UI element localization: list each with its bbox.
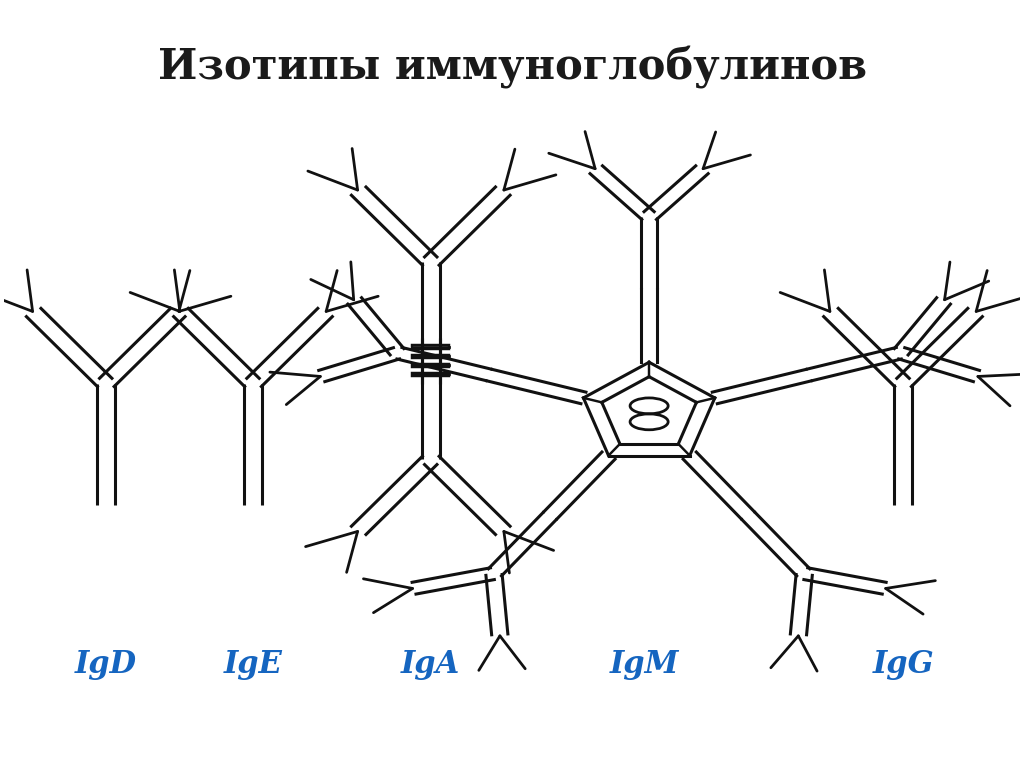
Text: IgA: IgA — [401, 649, 461, 680]
Text: IgM: IgM — [609, 649, 679, 680]
Text: IgG: IgG — [872, 649, 934, 680]
Text: IgE: IgE — [223, 649, 283, 680]
Text: Изотипы иммуноглобулинов: Изотипы иммуноглобулинов — [158, 46, 866, 89]
Text: IgD: IgD — [75, 649, 137, 680]
